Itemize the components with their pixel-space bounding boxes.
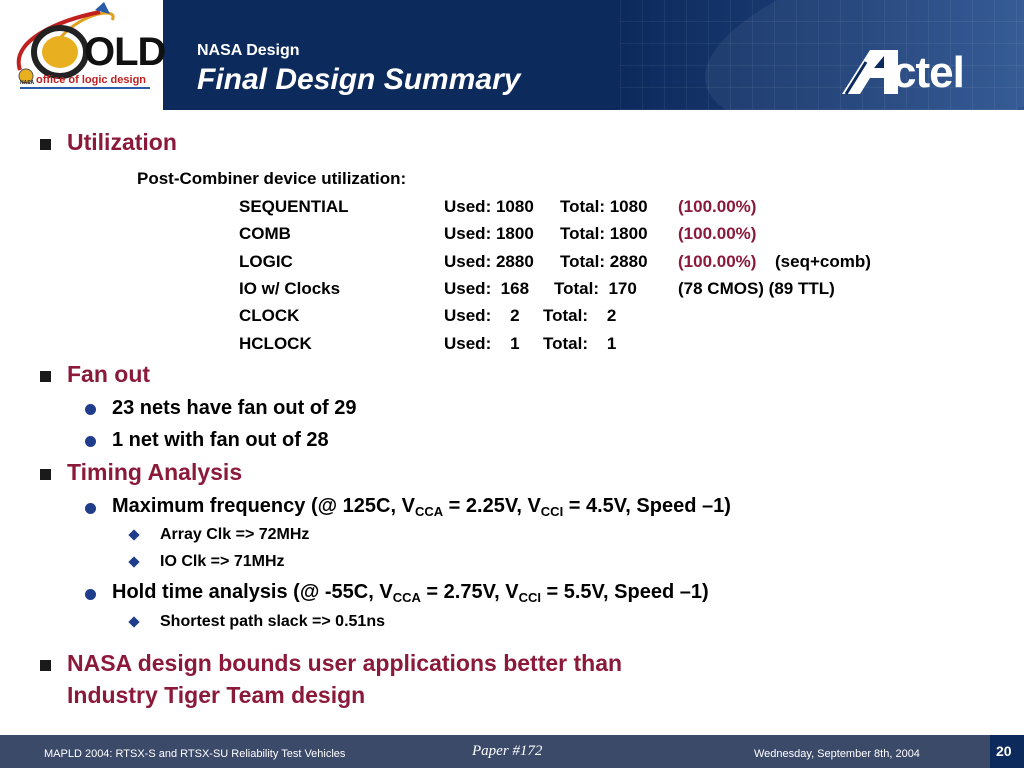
bullet-dot — [85, 404, 96, 415]
conclusion-line-2: Industry Tiger Team design — [67, 682, 366, 708]
actel-logo: ctel — [840, 48, 1005, 97]
bullet-diamond — [128, 529, 140, 541]
util-row-pct: (100.00%) — [678, 224, 757, 243]
section-bullet-square — [40, 371, 51, 382]
util-row-name: LOGIC — [239, 252, 293, 271]
timing-sub-item: Array Clk => 72MHz — [160, 526, 310, 543]
util-row-used: Used: 1 — [444, 334, 520, 353]
fanout-item: 1 net with fan out of 28 — [112, 429, 329, 451]
actel-wordmark: ctel — [892, 48, 965, 97]
logo-nasa-text: NASA — [20, 80, 35, 86]
util-row-name: CLOCK — [239, 306, 300, 325]
slide-title: Final Design Summary — [197, 63, 521, 96]
util-row-used: Used: 1080 — [444, 197, 534, 216]
util-row-used: Used: 168 — [444, 279, 530, 298]
utilization-intro: Post-Combiner device utilization: — [137, 169, 407, 188]
heading-utilization: Utilization — [67, 129, 177, 155]
page-number-box: 20 — [990, 735, 1024, 768]
util-row-total: Total: 170 — [554, 279, 637, 298]
section-bullet-square — [40, 139, 51, 150]
bullet-diamond — [128, 616, 140, 628]
util-row-total: Total: 1080 — [560, 197, 648, 216]
heading-timing: Timing Analysis — [67, 459, 243, 485]
util-row-used: Used: 1800 — [444, 224, 534, 243]
timing-max-frequency: Maximum frequency (@ 125C, VCCA = 2.25V,… — [112, 495, 731, 519]
util-row-total: Total: 1800 — [560, 224, 648, 243]
header-subtitle: NASA Design — [197, 42, 300, 59]
footer-center: Paper #172 — [472, 743, 543, 759]
util-row-name: IO w/ Clocks — [239, 279, 341, 298]
bullet-dot — [85, 436, 96, 447]
util-row-total: Total: 2880 — [560, 252, 648, 271]
heading-fanout: Fan out — [67, 361, 151, 387]
logo-main-text: OLD — [84, 30, 166, 74]
util-row-used: Used: 2880 — [444, 252, 534, 271]
bullet-dot — [85, 589, 96, 600]
util-row-total: Total: 2 — [543, 306, 617, 325]
logo-sub-text: office of logic design — [36, 74, 147, 86]
bullet-diamond — [128, 556, 140, 568]
slide-footer: MAPLD 2004: RTSX-S and RTSX-SU Reliabili… — [0, 735, 1024, 768]
section-bullet-square — [40, 469, 51, 480]
old-logo: OLD office of logic design NASA — [0, 0, 166, 110]
page-number: 20 — [996, 743, 1012, 759]
fanout-item: 23 nets have fan out of 29 — [112, 397, 357, 419]
timing-sub-item: IO Clk => 71MHz — [160, 553, 285, 570]
util-row-name: COMB — [239, 224, 291, 243]
section-bullet-square — [40, 660, 51, 671]
util-row-name: SEQUENTIAL — [239, 197, 349, 216]
timing-sub-item: Shortest path slack => 0.51ns — [160, 613, 385, 630]
slide-header: OLD office of logic design NASA NASA Des… — [0, 0, 1024, 110]
bullet-dot — [85, 503, 96, 514]
old-logo-icon — [16, 2, 150, 89]
header-grid-pattern — [620, 0, 1024, 110]
util-row-total: Total: 1 — [543, 334, 617, 353]
timing-hold-analysis: Hold time analysis (@ -55C, VCCA = 2.75V… — [112, 581, 709, 605]
actel-a-icon — [842, 50, 898, 95]
util-row-pct: (100.00%) — [678, 197, 757, 216]
util-row-name: HCLOCK — [239, 334, 312, 353]
util-row-pct: (100.00%) — [678, 252, 757, 271]
util-row-extra: (seq+comb) — [775, 252, 871, 271]
footer-left: MAPLD 2004: RTSX-S and RTSX-SU Reliabili… — [44, 748, 346, 760]
util-row-used: Used: 2 — [444, 306, 520, 325]
conclusion-line-1: NASA design bounds user applications bet… — [67, 650, 623, 676]
footer-right: Wednesday, September 8th, 2004 — [754, 748, 920, 760]
util-row-extra: (78 CMOS) (89 TTL) — [678, 279, 835, 298]
